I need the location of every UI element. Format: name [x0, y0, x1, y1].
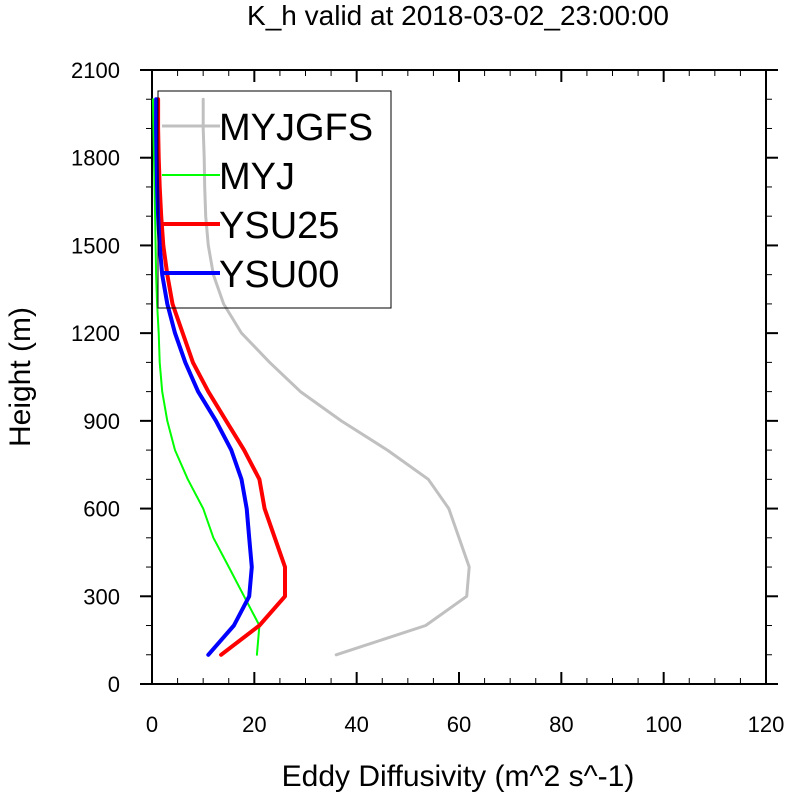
y-tick-label: 600 — [83, 497, 120, 522]
x-tick-label: 100 — [645, 712, 682, 737]
y-tick-label: 900 — [83, 409, 120, 434]
y-tick-label: 0 — [108, 672, 120, 697]
legend-label-myjgfs: MYJGFS — [219, 107, 373, 149]
y-tick-label: 1800 — [71, 146, 120, 171]
x-tick-label: 0 — [146, 712, 158, 737]
series-line-ysu25 — [156, 97, 287, 657]
y-tick-label: 300 — [83, 584, 120, 609]
axis-ticks — [140, 69, 778, 685]
x-tick-label: 20 — [242, 712, 266, 737]
x-axis-title: Eddy Diffusivity (m^2 s^-1) — [282, 760, 635, 793]
series-lines — [152, 97, 471, 657]
legend-box — [157, 90, 392, 309]
legend-label-myj: MYJ — [219, 156, 295, 198]
axis-tick-labels: 0 20 40 60 80 100 1200300600900120015001800210… — [71, 58, 784, 737]
series-line-myjgfs — [201, 97, 471, 657]
y-tick-label: 1200 — [71, 321, 120, 346]
y-tick-label: 2100 — [71, 58, 120, 83]
legend-label-ysu25: YSU25 — [219, 205, 339, 247]
legend: MYJGFS MYJ YSU25 YSU00 — [162, 107, 373, 296]
x-tick-label: 120 — [748, 712, 785, 737]
y-tick-label: 1500 — [71, 233, 120, 258]
x-tick-label: 60 — [447, 712, 471, 737]
series-line-ysu00 — [154, 97, 254, 657]
series-line-myj — [152, 98, 261, 656]
y-axis-title: Height (m) — [4, 307, 37, 447]
x-tick-label: 40 — [344, 712, 368, 737]
chart-title: K_h valid at 2018-03-02_23:00:00 — [247, 0, 669, 31]
x-tick-label: 80 — [549, 712, 573, 737]
legend-label-ysu00: YSU00 — [219, 254, 339, 296]
